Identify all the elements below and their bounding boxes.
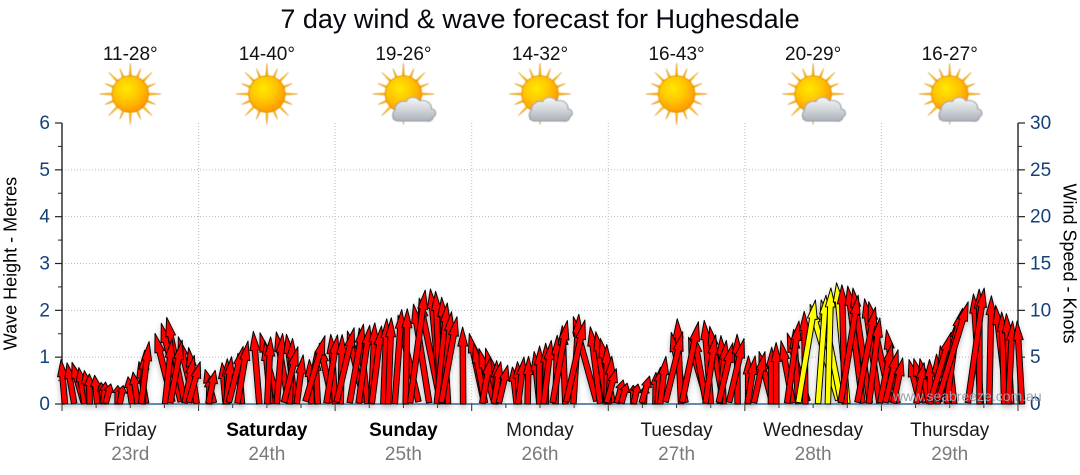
svg-text:1: 1 <box>39 347 50 368</box>
svg-text:3: 3 <box>39 254 50 275</box>
svg-text:15: 15 <box>1030 254 1051 275</box>
svg-text:4: 4 <box>39 207 50 228</box>
svg-text:5: 5 <box>1030 347 1041 368</box>
svg-text:0: 0 <box>39 394 50 415</box>
svg-text:30: 30 <box>1030 113 1051 134</box>
svg-text:6: 6 <box>39 113 50 134</box>
svg-text:5: 5 <box>39 160 50 181</box>
svg-text:10: 10 <box>1030 300 1051 321</box>
svg-text:2: 2 <box>39 300 50 321</box>
svg-text:20: 20 <box>1030 207 1051 228</box>
svg-text:25: 25 <box>1030 160 1051 181</box>
